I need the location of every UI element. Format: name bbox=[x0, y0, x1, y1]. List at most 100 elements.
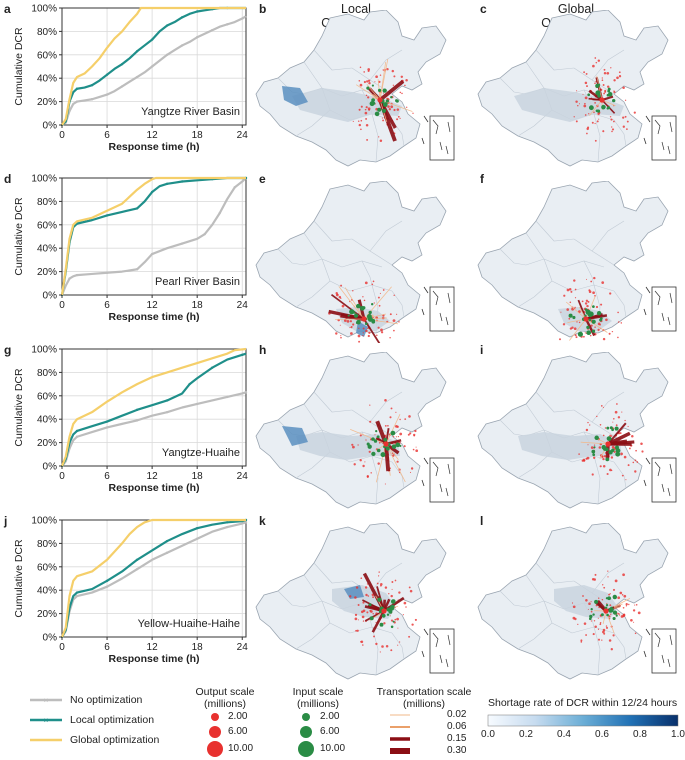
output-dot bbox=[362, 334, 364, 337]
panel-letter-f: f bbox=[480, 172, 484, 186]
output-dot bbox=[393, 75, 396, 78]
output-dot bbox=[384, 483, 386, 485]
output-dot bbox=[364, 281, 368, 285]
output-dot bbox=[399, 418, 401, 421]
y-tick-label: 20% bbox=[37, 609, 57, 620]
input-dot bbox=[600, 613, 604, 617]
x-tick-label: 24 bbox=[237, 642, 249, 653]
output-dot bbox=[366, 475, 369, 478]
x-tick-label: 24 bbox=[237, 471, 249, 482]
output-dot bbox=[575, 100, 578, 103]
output-dot bbox=[630, 618, 633, 622]
coast-marks bbox=[643, 457, 651, 487]
output-dot bbox=[366, 138, 369, 141]
output-dot bbox=[585, 457, 588, 460]
output-dot bbox=[375, 75, 378, 79]
transport-line bbox=[355, 84, 381, 101]
x-tick-label: 6 bbox=[104, 300, 110, 311]
output-dot bbox=[597, 59, 601, 62]
output-dot bbox=[378, 441, 381, 444]
output-dot bbox=[368, 81, 371, 85]
series-point bbox=[135, 75, 139, 79]
output-dot bbox=[635, 449, 637, 452]
output-dot bbox=[365, 123, 369, 127]
output-dot bbox=[628, 447, 631, 450]
series-point bbox=[180, 242, 184, 245]
series-point bbox=[165, 399, 169, 402]
output-dot bbox=[586, 85, 588, 88]
output-hub bbox=[377, 97, 383, 103]
output-dot bbox=[602, 130, 605, 133]
input-dot bbox=[587, 93, 591, 97]
map-panel-l bbox=[477, 523, 677, 680]
output-dot bbox=[627, 464, 630, 467]
input-dot bbox=[572, 315, 576, 320]
output-dot bbox=[405, 606, 407, 608]
series-point bbox=[135, 419, 139, 422]
output-dot bbox=[593, 620, 596, 622]
output-dot bbox=[624, 115, 627, 118]
series-point bbox=[195, 36, 199, 39]
inset-islands bbox=[432, 632, 451, 668]
input-dot bbox=[371, 437, 375, 441]
series-point bbox=[75, 87, 79, 90]
output-dot bbox=[395, 425, 398, 428]
coast-marks bbox=[643, 115, 651, 145]
output-dot bbox=[599, 465, 602, 468]
input-dot bbox=[379, 622, 384, 627]
panel-letter-h: h bbox=[259, 343, 267, 357]
output-dot bbox=[414, 429, 417, 433]
output-dot bbox=[590, 610, 593, 613]
input-dot bbox=[597, 83, 601, 87]
output-dot bbox=[397, 644, 399, 646]
plot-frame bbox=[61, 348, 247, 467]
province-border bbox=[535, 562, 575, 584]
y-tick-label: 100% bbox=[31, 174, 57, 185]
inset-islands bbox=[432, 290, 451, 326]
basin-annotation: Yangtze River Basin bbox=[141, 106, 240, 118]
province-border bbox=[613, 461, 627, 489]
output-dot bbox=[608, 639, 612, 642]
input-scale-circle-small bbox=[302, 713, 310, 721]
output-dot bbox=[411, 623, 414, 626]
output-dot bbox=[590, 446, 594, 449]
output-dot bbox=[366, 583, 369, 585]
output-dot bbox=[414, 618, 417, 621]
output-dot bbox=[378, 575, 380, 577]
input-dot bbox=[355, 321, 359, 325]
series-line-no-optimization bbox=[61, 15, 247, 126]
output-dot bbox=[570, 290, 573, 293]
basin-annotation: Yellow-Huaihe-Haihe bbox=[138, 618, 240, 630]
output-dot bbox=[403, 601, 407, 605]
series-point bbox=[105, 585, 109, 588]
input-dot bbox=[607, 596, 611, 601]
output-dot bbox=[388, 593, 390, 595]
y-tick-label: 100% bbox=[31, 4, 57, 15]
output-dot bbox=[408, 635, 411, 638]
output-dot bbox=[600, 303, 603, 306]
x-tick-label: 0 bbox=[59, 642, 65, 653]
output-dot bbox=[571, 602, 574, 604]
transport-line bbox=[350, 429, 387, 445]
output-dot bbox=[358, 108, 361, 111]
y-tick-label: 40% bbox=[37, 415, 57, 426]
output-dot bbox=[588, 602, 591, 605]
output-dot bbox=[358, 123, 362, 127]
output-dot bbox=[370, 472, 372, 474]
output-dot bbox=[335, 332, 338, 335]
input-dot bbox=[606, 436, 612, 442]
series-point bbox=[105, 420, 109, 423]
output-dot bbox=[358, 327, 360, 330]
output-dot bbox=[362, 296, 364, 298]
province-border bbox=[499, 590, 545, 608]
province-border bbox=[591, 391, 625, 423]
series-point bbox=[203, 232, 206, 236]
output-dot bbox=[399, 117, 401, 120]
transport-line bbox=[379, 99, 413, 112]
output-dot bbox=[355, 629, 357, 632]
series-point bbox=[135, 567, 139, 571]
output-dot bbox=[578, 321, 581, 324]
output-dot bbox=[365, 329, 368, 333]
output-dot bbox=[641, 450, 644, 453]
province-border bbox=[517, 280, 553, 308]
